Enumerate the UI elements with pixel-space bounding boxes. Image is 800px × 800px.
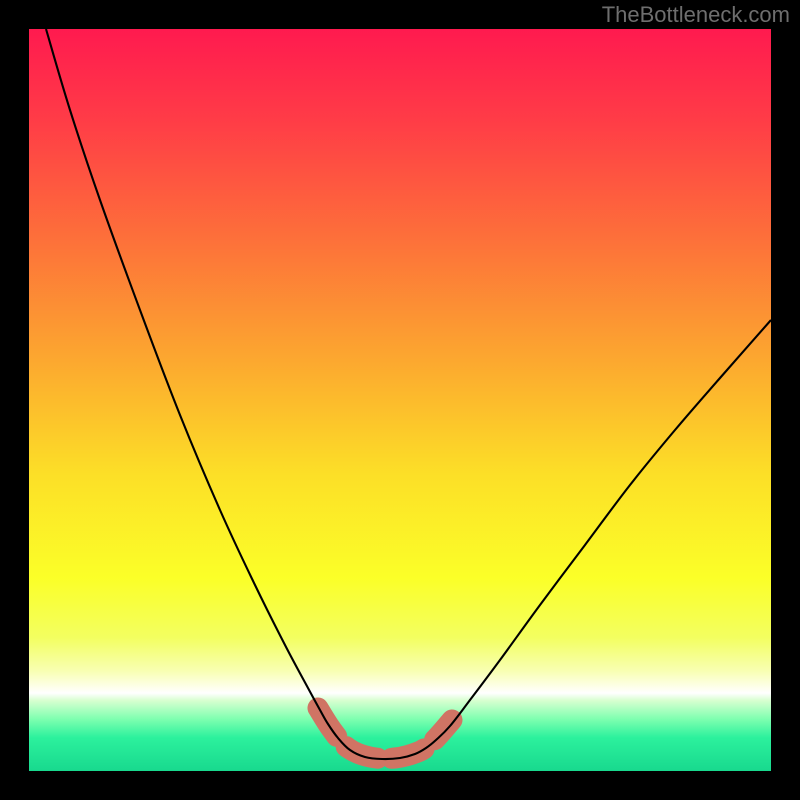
gradient-background <box>29 29 771 771</box>
watermark-text: TheBottleneck.com <box>602 2 790 28</box>
chart-canvas: TheBottleneck.com <box>0 0 800 800</box>
bottleneck-chart <box>0 0 800 800</box>
